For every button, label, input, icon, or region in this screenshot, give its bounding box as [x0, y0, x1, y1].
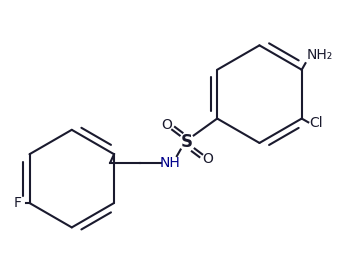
- Text: O: O: [161, 118, 172, 132]
- Text: S: S: [181, 133, 193, 151]
- Text: Cl: Cl: [309, 116, 323, 130]
- Text: NH₂: NH₂: [306, 48, 332, 62]
- Text: F: F: [14, 196, 22, 210]
- Text: NH: NH: [160, 156, 181, 170]
- Text: O: O: [202, 152, 213, 166]
